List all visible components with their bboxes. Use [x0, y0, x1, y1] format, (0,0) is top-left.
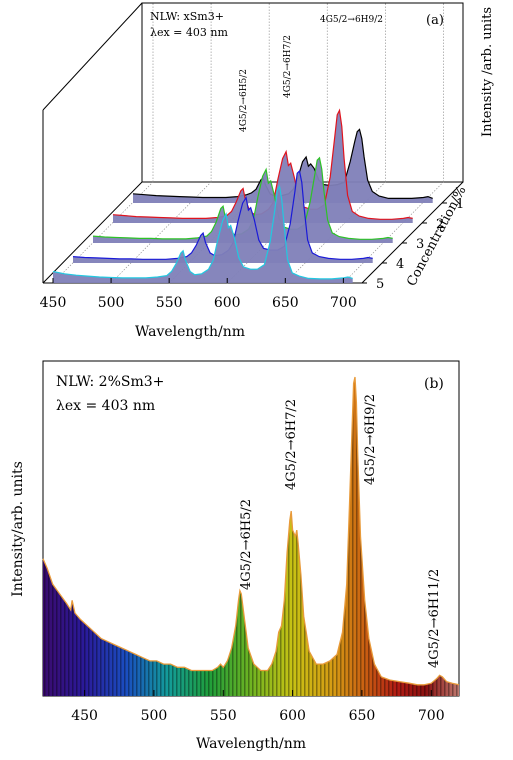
panel-b-x-axis-title: Wavelength/nm [196, 736, 306, 752]
panel-b-spectrum-line [42, 376, 460, 686]
panel-a-x-tick-label: 450 [40, 295, 67, 311]
panel-a-series-fill-5 [53, 186, 353, 283]
panel-a-series-line-3 [92, 156, 393, 240]
panel-a-series-line-1 [132, 128, 433, 199]
panel-b-x-tick-label: 500 [141, 708, 168, 724]
panel-b-peak-label-4: 4G5/2→6H11/2 [427, 569, 442, 668]
panel-a-series-line-5 [52, 184, 353, 280]
panel-a-annotation-line1: NLW: xSm3+ [150, 10, 224, 23]
panel-a-x-tick-label: 650 [272, 295, 299, 311]
panel-a-series-line-4 [72, 169, 373, 260]
panel-a-series-line-2 [112, 108, 413, 220]
panel-a-series-fill-4 [73, 171, 373, 263]
panel-a-series-fill-3 [93, 157, 393, 243]
panel-a-peak-label-2: 4G5/2→6H7/2 [283, 35, 293, 98]
panel-a-peak-label-3: 4G5/2→6H9/2 [320, 15, 383, 25]
panel-a-frame [361, 181, 464, 284]
panel-b-peak-label-1: 4G5/2→6H5/2 [239, 499, 254, 590]
panel-a-y-axis-title: Intensity /arb. units [480, 7, 495, 137]
panel-a-frame [42, 2, 143, 111]
panel-a-frame [42, 181, 143, 284]
panel-a-x-tick-label: 600 [214, 295, 241, 311]
panel-a-series-fill-1 [133, 129, 433, 203]
panel-b-x-tick-label: 550 [210, 708, 237, 724]
panel-a-series-group [52, 108, 433, 283]
panel-a-z-tick-label: 4 [396, 257, 404, 272]
panel-a-peak-label-1: 4G5/2→6H5/2 [239, 69, 249, 132]
panel-b-label: (b) [424, 376, 444, 392]
panel-a-z-tick-label: 5 [376, 277, 384, 292]
panel-b-x-tick-label: 600 [279, 708, 306, 724]
panel-b-spectrum-stripes [43, 377, 459, 696]
panel-a-z-tick-label: 2 [436, 217, 444, 232]
panel-b-plot-frame [42, 360, 460, 697]
panel-b-peak-label-3: 4G5/2→6H9/2 [363, 394, 378, 485]
panel-a-x-tick-label: 550 [156, 295, 183, 311]
panel-b-annotation-line1: NLW: 2%Sm3+ [56, 374, 164, 390]
panel-a-z-tick-label: 1 [456, 197, 464, 212]
panel-a-label: (a) [426, 13, 444, 28]
panel-b-annotation-line2: λex = 403 nm [56, 398, 155, 414]
panel-b-y-axis-title: Intensity/arb. units [10, 461, 26, 597]
panel-b-x-ticks: 450 500 550 600 650 700 [71, 690, 445, 724]
panel-b: 450 500 550 600 650 700 NLW: 2%Sm3+ λex = 403… [10, 360, 460, 752]
panel-a-z-tick-label: 3 [416, 237, 424, 252]
panel-b-x-tick-label: 450 [71, 708, 98, 724]
panel-a-annotation-line2: λex = 403 nm [150, 26, 228, 39]
panel-b-x-tick-label: 650 [349, 708, 376, 724]
panel-b-x-tick-label: 700 [418, 708, 445, 724]
panel-a-x-ticks: 450 500 550 600 650 700 [40, 278, 357, 311]
panel-a-x-axis-title: Wavelength/nm [135, 324, 245, 340]
panel-a-x-tick-label: 500 [98, 295, 125, 311]
panel-a-series-fill-2 [113, 110, 413, 223]
panel-b-peak-label-2: 4G5/2→6H7/2 [284, 399, 299, 490]
panel-a-x-tick-label: 700 [330, 295, 357, 311]
